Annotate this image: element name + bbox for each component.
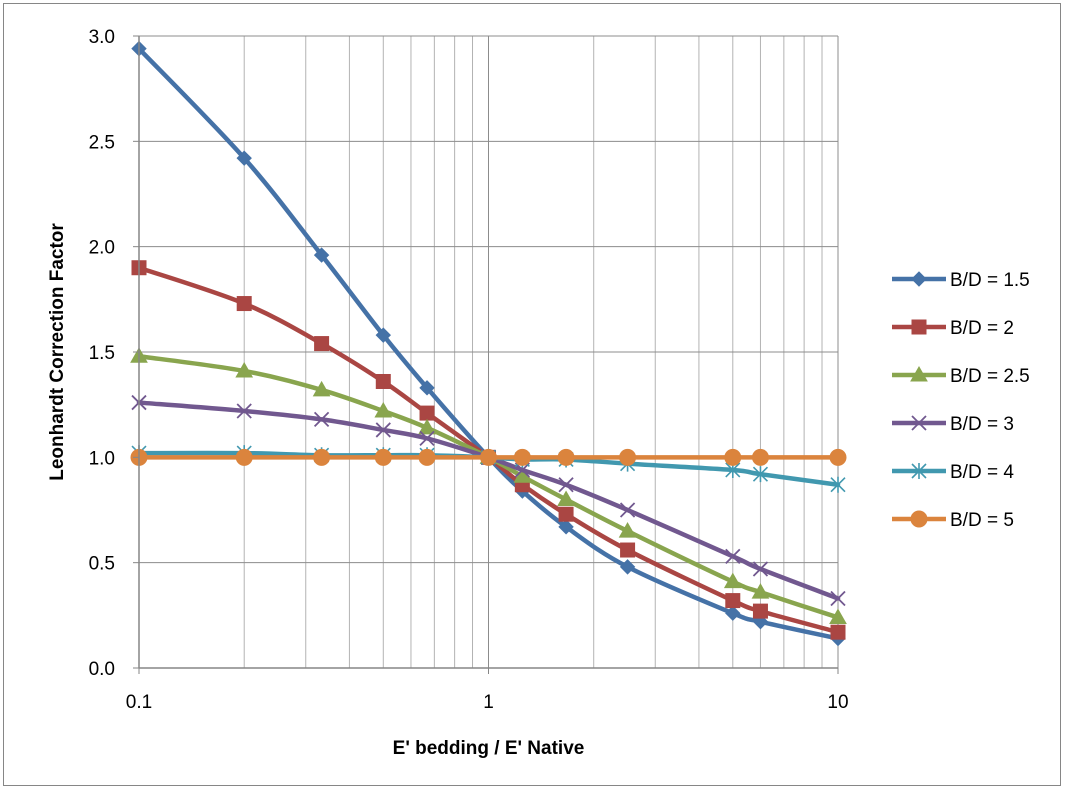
data-point: [911, 463, 927, 479]
data-point: [419, 405, 435, 421]
legend-entry: B/D = 2: [892, 318, 1014, 339]
data-point: [557, 448, 575, 466]
data-point: [419, 380, 435, 396]
data-point: [911, 319, 927, 335]
data-point: [558, 519, 574, 535]
data-point: [752, 603, 768, 619]
data-point: [830, 590, 846, 607]
data-point: [829, 448, 847, 466]
data-point: [830, 476, 846, 493]
grid: [138, 35, 839, 669]
x-tick-label: 10: [827, 692, 848, 713]
y-tick-label: 1.5: [89, 343, 115, 364]
legend-label: B/D = 1.5: [950, 270, 1030, 291]
data-point: [829, 608, 847, 624]
legend-entry: B/D = 2.5: [892, 365, 1030, 387]
data-point: [911, 415, 927, 431]
data-point: [723, 572, 742, 589]
series-layer: [130, 40, 847, 647]
data-point: [418, 448, 436, 466]
data-point: [619, 502, 636, 518]
data-point: [557, 490, 575, 506]
x-axis-title: E' bedding / E' Native: [393, 738, 585, 759]
series-3: [130, 347, 847, 624]
data-point: [910, 365, 928, 382]
data-point: [725, 605, 741, 621]
data-point: [618, 522, 637, 538]
x-tick-label: 1: [483, 692, 494, 713]
data-point: [514, 462, 531, 478]
data-point: [619, 448, 637, 466]
y-tick-label: 3.0: [89, 27, 115, 48]
data-point: [419, 430, 435, 447]
axes: 0.0 0.5 1.0 1.5 2.0 2.5 3.0 0.1 1 10: [89, 27, 849, 713]
data-point: [725, 593, 741, 609]
data-point: [236, 403, 252, 419]
y-tick-label: 1.0: [89, 448, 115, 469]
data-point: [910, 510, 928, 528]
data-point: [752, 561, 769, 577]
data-point: [236, 150, 252, 166]
series-line: [136, 400, 841, 601]
data-point: [236, 296, 252, 312]
data-point: [375, 327, 391, 343]
legend-label: B/D = 3: [950, 414, 1014, 435]
data-point: [374, 401, 393, 418]
data-point: [375, 422, 391, 438]
series-2: [131, 260, 846, 640]
chart-area: [3, 3, 1061, 786]
data-point: [374, 448, 392, 466]
y-axis-title: Leonhardt Correction Factor: [47, 223, 68, 481]
legend-label: B/D = 5: [950, 510, 1014, 531]
series-6: [130, 448, 847, 466]
legend-label: B/D = 2.5: [950, 366, 1030, 387]
legend-label: B/D = 2: [950, 318, 1014, 339]
data-point: [558, 477, 574, 493]
legend-entry: B/D = 4: [892, 462, 1014, 483]
data-point: [313, 411, 330, 428]
data-point: [375, 373, 391, 389]
data-point: [513, 467, 532, 483]
legend: B/D = 1.5 B/D = 2 B/D = 2.5 B/D = 3 B/D = 4 B…: [892, 270, 1030, 531]
data-point: [751, 448, 769, 466]
data-point: [312, 380, 331, 397]
legend-label: B/D = 4: [950, 462, 1014, 483]
data-point: [619, 559, 636, 575]
data-point: [235, 448, 253, 466]
data-point: [752, 466, 769, 483]
y-tick-label: 0.0: [89, 659, 115, 680]
data-point: [313, 247, 330, 263]
legend-entry: B/D = 5: [892, 510, 1014, 531]
data-point: [751, 583, 770, 599]
data-point: [314, 336, 330, 352]
data-point: [911, 271, 927, 287]
data-point: [418, 418, 436, 435]
data-point: [480, 448, 497, 466]
data-point: [725, 548, 741, 564]
data-point: [513, 448, 531, 466]
legend-entry: B/D = 3: [892, 414, 1014, 435]
data-point: [830, 624, 846, 640]
y-tick-label: 2.5: [89, 132, 115, 153]
x-tick-label: 0.1: [126, 692, 152, 713]
data-point: [558, 506, 574, 522]
y-tick-label: 0.5: [89, 554, 115, 575]
data-point: [313, 448, 331, 466]
data-point: [620, 542, 636, 558]
legend-entry: B/D = 1.5: [892, 270, 1030, 291]
data-point: [235, 361, 254, 378]
data-point: [724, 448, 742, 466]
y-tick-label: 2.0: [89, 238, 115, 259]
